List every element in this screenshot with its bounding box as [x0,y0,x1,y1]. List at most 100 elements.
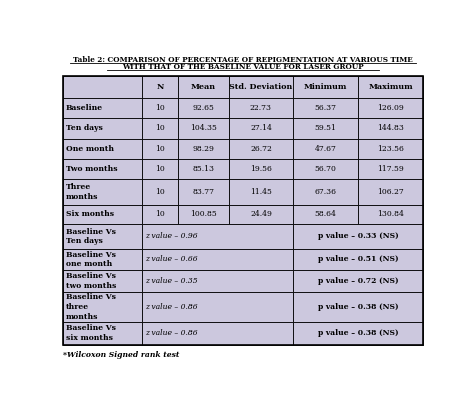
Text: Baseline: Baseline [66,104,103,112]
Bar [293,224,423,249]
Bar [358,118,423,139]
Text: 59.51: 59.51 [315,125,337,132]
Text: Baseline Vs
Ten days: Baseline Vs Ten days [66,228,116,245]
Bar [142,179,178,205]
Text: WITH THAT OF THE BASELINE VALUE FOR LASER GROUP: WITH THAT OF THE BASELINE VALUE FOR LASE… [122,63,364,71]
Bar [142,270,293,292]
Bar [293,270,423,292]
Text: 10: 10 [155,104,165,112]
Text: N: N [156,83,164,91]
Bar [142,322,293,345]
Text: 100.85: 100.85 [190,210,217,219]
Bar [228,179,293,205]
Bar [228,139,293,159]
Bar [293,118,358,139]
Text: z value – 0.96: z value – 0.96 [145,232,198,241]
Text: Six months: Six months [66,210,114,219]
Bar [63,292,142,322]
Text: 10: 10 [155,210,165,219]
Text: Baseline Vs
one month: Baseline Vs one month [66,251,116,268]
Text: 130.84: 130.84 [377,210,404,219]
Text: 58.64: 58.64 [315,210,337,219]
Text: Minimum: Minimum [304,83,347,91]
Text: z value – 0.35: z value – 0.35 [145,277,198,285]
Text: 10: 10 [155,125,165,132]
Bar [293,98,358,118]
Bar [178,159,228,179]
Bar [358,98,423,118]
Bar [178,205,228,224]
Bar [142,205,178,224]
Bar [228,118,293,139]
Text: 27.14: 27.14 [250,125,272,132]
Text: 67.36: 67.36 [315,188,337,196]
Bar [142,139,178,159]
Bar [63,205,142,224]
Text: Baseline Vs
two months: Baseline Vs two months [66,272,116,290]
Bar [142,77,178,98]
Bar [293,292,423,322]
Bar [178,98,228,118]
Text: p value – 0.38 (NS): p value – 0.38 (NS) [318,329,399,337]
Bar [142,159,178,179]
Bar [63,322,142,345]
Text: Maximum: Maximum [368,83,413,91]
Text: 98.29: 98.29 [192,145,214,153]
Bar [63,270,142,292]
Text: Two months: Two months [66,165,118,173]
Bar [178,118,228,139]
Bar [142,98,178,118]
Bar [178,77,228,98]
Text: p value – 0.72 (NS): p value – 0.72 (NS) [318,277,399,285]
Text: p value – 0.38 (NS): p value – 0.38 (NS) [318,303,399,311]
Bar [358,139,423,159]
Text: Three
months: Three months [66,183,99,201]
Text: Mean: Mean [191,83,216,91]
Text: 10: 10 [155,165,165,173]
Bar [63,118,142,139]
Bar [63,224,142,249]
Text: 11.45: 11.45 [250,188,272,196]
Bar [178,179,228,205]
Text: Baseline Vs
six months: Baseline Vs six months [66,324,116,342]
Text: *Wilcoxon Signed rank test: *Wilcoxon Signed rank test [63,351,179,359]
Text: 123.56: 123.56 [377,145,404,153]
Text: 22.73: 22.73 [250,104,272,112]
Text: p value – 0.33 (NS): p value – 0.33 (NS) [318,232,399,241]
Text: 126.09: 126.09 [377,104,404,112]
Text: 92.65: 92.65 [192,104,214,112]
Bar [228,159,293,179]
Bar [63,77,423,345]
Bar [63,159,142,179]
Bar [63,249,142,270]
Bar [63,139,142,159]
Bar [293,139,358,159]
Text: Table 2: COMPARISON OF PERCENTAGE OF REPIGMENTATION AT VARIOUS TIME: Table 2: COMPARISON OF PERCENTAGE OF REP… [73,56,413,64]
Bar [358,159,423,179]
Text: 26.72: 26.72 [250,145,272,153]
Text: 56.37: 56.37 [315,104,337,112]
Text: Std. Deviation: Std. Deviation [229,83,292,91]
Bar [142,118,178,139]
Bar [293,77,358,98]
Text: 24.49: 24.49 [250,210,272,219]
Bar [142,224,293,249]
Text: z value – 0.66: z value – 0.66 [145,256,198,263]
Bar [293,205,358,224]
Bar [293,179,358,205]
Text: 83.77: 83.77 [192,188,214,196]
Text: 19.56: 19.56 [250,165,272,173]
Bar [228,205,293,224]
Bar [63,98,142,118]
Bar [358,77,423,98]
Bar [293,159,358,179]
Text: Ten days: Ten days [66,125,103,132]
Text: 10: 10 [155,145,165,153]
Text: 104.35: 104.35 [190,125,217,132]
Text: Baseline Vs
three
months: Baseline Vs three months [66,293,116,320]
Bar [142,249,293,270]
Text: 56.70: 56.70 [315,165,337,173]
Bar [63,179,142,205]
Bar [358,205,423,224]
Text: z value – 0.86: z value – 0.86 [145,303,198,311]
